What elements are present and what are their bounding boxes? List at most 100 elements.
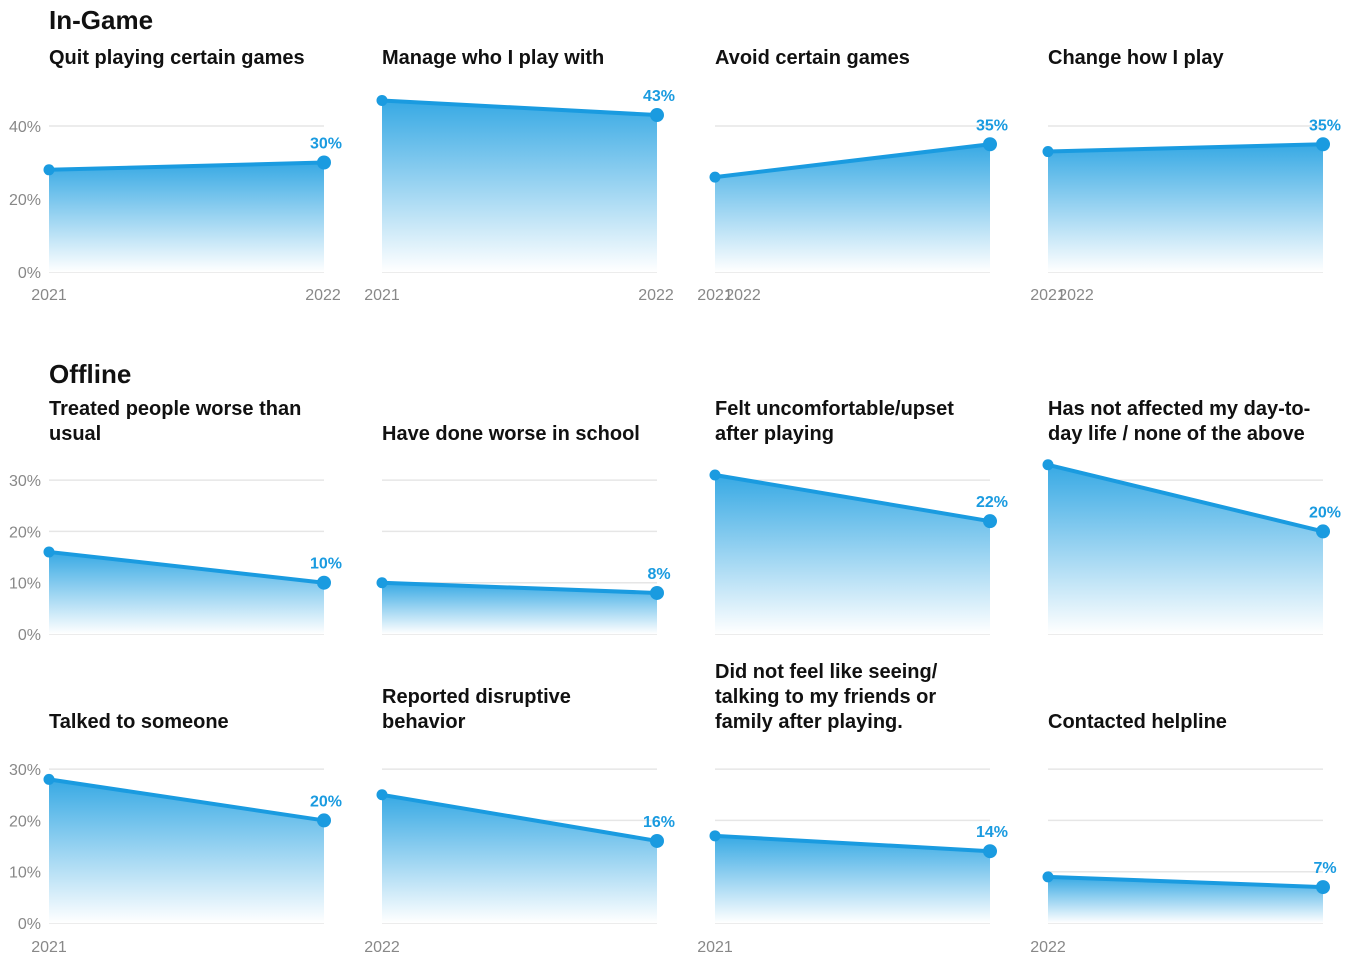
value-label: 20% [310,793,342,810]
line [714,473,991,524]
y-tick-label: 20% [9,524,41,541]
x-tick-label: 2022 [1058,287,1094,304]
point [650,833,664,848]
chart-title: Felt uncomfortable/upset [715,398,954,420]
point [1042,459,1054,471]
area [382,794,657,923]
y-tick-label: 0% [18,627,41,644]
line [1047,142,1324,154]
point [376,577,388,589]
chart-title: Avoid certain games [715,47,910,69]
point [317,575,331,590]
value-label: 8% [647,566,670,583]
line [714,833,991,854]
area [49,551,324,634]
x-tick-label: 2021 [697,939,733,953]
x-tick-label: 2022 [725,287,761,304]
point [43,164,55,176]
x-tick-label: 2021 [31,287,67,304]
line [1047,462,1324,534]
value-label: 20% [1309,504,1341,521]
area [715,144,990,272]
x-tick-label: 2022 [364,939,400,953]
x-tick-label: 2021 [697,287,733,304]
y-tick-label: 0% [18,916,41,933]
area [1048,464,1323,634]
line [381,792,658,843]
area [49,779,324,923]
point [43,773,55,785]
value-label: 10% [310,556,342,573]
area [1048,876,1323,923]
x-tick-label: 2021 [31,939,67,953]
x-tick-label: 2022 [305,287,341,304]
x-tick-label: 2022 [1030,939,1066,953]
area [715,835,990,923]
x-tick-label: 2021 [1030,287,1066,304]
value-label: 35% [976,117,1008,134]
point [709,830,721,842]
chart-title: after playing [715,423,834,445]
point [376,94,388,106]
value-label: 14% [976,824,1008,841]
chart-title: Reported disruptive [382,686,571,708]
chart-title: Manage who I play with [382,47,604,69]
point [376,789,388,801]
section-heading: Offline [49,359,131,389]
chart-title: talking to my friends or [715,686,936,708]
point [1316,524,1330,539]
line [381,580,658,595]
area [382,582,657,634]
point [1042,871,1054,883]
chart-title: Treated people worse than [49,398,301,420]
point [983,844,997,859]
line [48,549,325,585]
y-tick-label: 40% [9,119,41,136]
point [1042,146,1054,158]
chart-title: Has not affected my day-to- [1048,398,1310,420]
area [382,100,657,272]
value-label: 30% [310,136,342,153]
chart-title: Change how I play [1048,47,1224,69]
line [48,777,325,823]
point [709,171,721,183]
y-tick-label: 20% [9,192,41,209]
point [1316,137,1330,152]
y-tick-label: 30% [9,473,41,490]
chart-title: Have done worse in school [382,423,640,445]
point [1316,880,1330,895]
value-label: 7% [1313,860,1336,877]
point [709,469,721,481]
point [43,546,55,558]
line [714,142,991,180]
point [983,137,997,152]
chart-title: family after playing. [715,711,903,733]
line [48,160,325,172]
point [650,108,664,123]
y-tick-label: 30% [9,762,41,779]
point [650,585,664,600]
value-label: 35% [1309,117,1341,134]
x-tick-label: 2021 [364,287,400,304]
value-label: 16% [643,814,675,831]
chart-title: Did not feel like seeing/ [715,661,938,683]
area [1048,144,1323,272]
area [715,475,990,634]
chart-title: Quit playing certain games [49,47,305,69]
chart-title: usual [49,423,101,445]
chart-title: day life / none of the above [1048,423,1305,445]
chart-title: Talked to someone [49,711,229,733]
section-heading: In-Game [49,5,153,35]
line [381,98,658,118]
y-tick-label: 10% [9,865,41,882]
chart-title: Contacted helpline [1048,711,1227,733]
value-label: 22% [976,494,1008,511]
point [317,155,331,170]
x-tick-label: 2022 [638,287,674,304]
y-tick-label: 0% [18,265,41,282]
value-label: 43% [643,88,675,105]
point [317,813,331,828]
point [983,514,997,529]
chart-title: behavior [382,711,466,733]
